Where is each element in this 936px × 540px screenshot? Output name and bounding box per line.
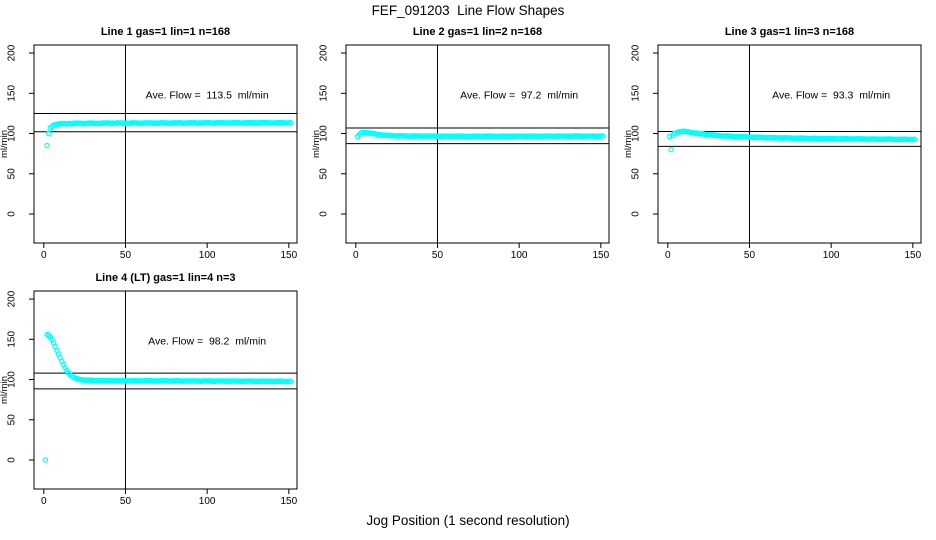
y-tick-label: 150	[7, 331, 18, 348]
plot-frame	[345, 44, 610, 244]
y-tick-label: 100	[631, 125, 642, 142]
x-tick-label: 100	[511, 250, 528, 261]
x-tick-label: 150	[592, 250, 609, 261]
x-tick-label: 150	[904, 250, 921, 261]
data-points	[354, 129, 606, 140]
subplot-title: Line 1 gas=1 lin=1 n=168	[101, 26, 230, 38]
y-tick-label: 100	[7, 371, 18, 388]
subplot-canvas: 0 50 100 150 0 50 100 150 200 ml/min Line 4 (LT) g…	[0, 272, 298, 507]
data-points	[666, 128, 918, 153]
figure-title: FEF_091203 Line Flow Shapes	[371, 3, 565, 18]
data-points	[44, 119, 294, 149]
y-tick-label: 200	[6, 290, 17, 307]
y-tick-label: 200	[631, 44, 642, 61]
ave-flow-annotation: Ave. Flow = 113.5 ml/min	[146, 89, 269, 101]
subplot-line1: 0 50 100 150 0 50 100 150 200 ml/min Line 1 gas=1 …	[0, 16, 312, 262]
subplot-title: Line 2 gas=1 lin=2 n=168	[413, 26, 542, 38]
y-tick-label: 50	[319, 168, 330, 180]
subplot-line2: 0 50 100 150 0 50 100 150 200 ml/min Line 2 gas=1 …	[311, 16, 624, 262]
y-tick-label: 150	[631, 85, 642, 102]
y-tick-label: 0	[319, 211, 330, 217]
x-tick-label: 100	[199, 250, 216, 261]
ave-flow-annotation: Ave. Flow = 97.2 ml/min	[460, 89, 578, 101]
x-tick-label: 150	[280, 496, 297, 507]
subplot-title: Line 4 (LT) gas=1 lin=4 n=3	[95, 272, 235, 284]
y-tick-label: 50	[7, 168, 18, 180]
x-tick-label: 0	[41, 496, 47, 507]
x-tick-label: 0	[353, 250, 359, 261]
y-axis-label: ml/min	[624, 130, 634, 158]
figure-xlabel: Jog Position (1 second resolution)	[366, 513, 570, 528]
subplot-title: Line 3 gas=1 lin=3 n=168	[725, 26, 854, 38]
x-tick-label: 50	[744, 250, 756, 261]
y-tick-label: 200	[319, 44, 330, 61]
y-tick-label: 0	[7, 457, 18, 463]
subplot-canvas: 0 50 100 150 0 50 100 150 200 ml/min Line 2 gas=1 …	[311, 26, 610, 261]
ave-flow-annotation: Ave. Flow = 93.3 ml/min	[772, 89, 890, 101]
x-tick-label: 50	[120, 496, 132, 507]
x-tick-label: 0	[665, 250, 671, 261]
x-tick-label: 100	[199, 496, 216, 507]
subplot-canvas: 0 50 100 150 0 50 100 150 200 ml/min Line 1 gas=1 …	[0, 26, 298, 261]
y-tick-label: 50	[631, 168, 642, 180]
y-tick-label: 100	[319, 125, 330, 142]
y-axis-label: ml/min	[0, 130, 10, 158]
y-tick-label: 200	[6, 44, 17, 61]
x-tick-label: 100	[823, 250, 840, 261]
y-tick-label: 100	[7, 125, 18, 142]
x-tick-label: 50	[432, 250, 444, 261]
plot-frame	[657, 44, 922, 244]
plot-frame	[33, 44, 298, 244]
data-points	[42, 331, 294, 463]
subplot-line4: 0 50 100 150 0 50 100 150 200 ml/min Line 4 (LT) g…	[0, 262, 312, 508]
x-tick-label: 50	[120, 250, 132, 261]
y-tick-label: 0	[7, 211, 18, 217]
y-tick-label: 150	[319, 85, 330, 102]
x-tick-label: 0	[41, 250, 47, 261]
y-axis-label: ml/min	[312, 130, 322, 158]
y-tick-label: 150	[7, 85, 18, 102]
x-tick-label: 150	[280, 250, 297, 261]
ave-flow-annotation: Ave. Flow = 98.2 ml/min	[148, 335, 266, 347]
subplot-canvas: 0 50 100 150 0 50 100 150 200 ml/min Line 3 gas=1 …	[623, 26, 922, 261]
subplot-line3: 0 50 100 150 0 50 100 150 200 ml/min Line 3 gas=1 …	[623, 16, 936, 262]
y-tick-label: 50	[7, 414, 18, 426]
y-tick-label: 0	[631, 211, 642, 217]
y-axis-label: ml/min	[0, 376, 10, 404]
plot-frame	[33, 290, 298, 490]
